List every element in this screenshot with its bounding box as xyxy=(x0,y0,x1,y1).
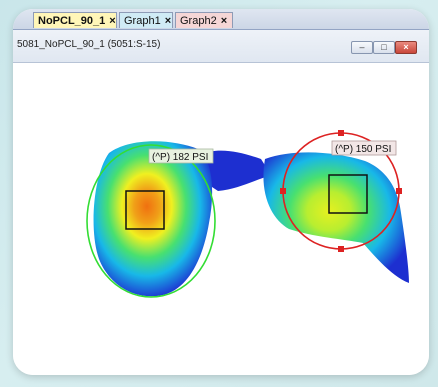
region-square-left[interactable] xyxy=(125,190,165,230)
app-window: NoPCL_90_1 × Graph1 × Graph2 × 5081_NoPCL_9… xyxy=(13,9,429,375)
tab-bar: NoPCL_90_1 × Graph1 × Graph2 × xyxy=(13,9,429,30)
pressure-map-canvas[interactable]: (^P) 182 PSI (^P) 150 PSI xyxy=(13,63,429,375)
pressure-bridge xyxy=(198,150,271,191)
window-title: 5081_NoPCL_90_1 (5051:S-15) xyxy=(17,39,161,50)
resize-handle-left[interactable] xyxy=(280,188,286,194)
tab-close-icon[interactable]: × xyxy=(164,15,172,27)
tab-close-icon[interactable]: × xyxy=(220,15,228,27)
resize-handle-right[interactable] xyxy=(396,188,402,194)
region-square-right[interactable] xyxy=(328,174,368,214)
pressure-map[interactable]: (^P) 182 PSI (^P) 150 PSI xyxy=(13,63,429,375)
region-outline-left[interactable] xyxy=(86,144,216,298)
tab-label: Graph2 xyxy=(180,15,217,27)
maximize-button[interactable]: □ xyxy=(373,41,395,54)
resize-handle-top[interactable] xyxy=(338,130,344,136)
resize-handle-bottom[interactable] xyxy=(338,246,344,252)
tab-label: NoPCL_90_1 xyxy=(38,15,106,27)
pressure-region-left xyxy=(93,141,213,297)
psi-label-box-right xyxy=(331,140,397,156)
psi-label-box-left xyxy=(148,148,214,164)
tab-nopcl-90-1[interactable]: NoPCL_90_1 × xyxy=(33,12,117,28)
tab-graph1[interactable]: Graph1 × xyxy=(119,12,173,28)
tab-label: Graph1 xyxy=(124,15,161,27)
pressure-region-right xyxy=(263,152,409,283)
minimize-button[interactable]: ‒ xyxy=(351,41,373,54)
tab-graph2[interactable]: Graph2 × xyxy=(175,12,233,28)
psi-label-right: (^P) 150 PSI xyxy=(335,144,391,155)
close-button[interactable]: × xyxy=(395,41,417,54)
window-title-bar: 5081_NoPCL_90_1 (5051:S-15) ‒ □ × xyxy=(13,30,429,63)
psi-label-left: (^P) 182 PSI xyxy=(152,152,208,163)
tab-close-icon[interactable]: × xyxy=(109,15,116,27)
